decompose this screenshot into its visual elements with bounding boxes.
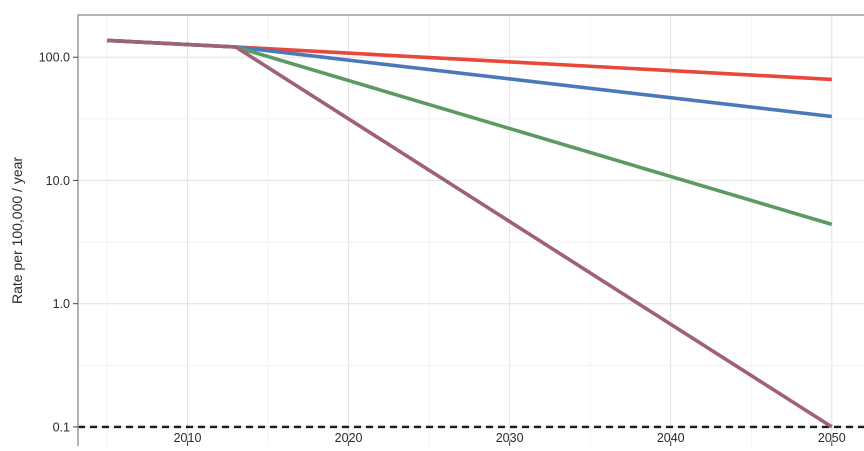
y-axis-title: Rate per 100,000 / year bbox=[9, 157, 25, 304]
series-line-2 bbox=[106, 38, 833, 119]
grid-lines bbox=[78, 15, 864, 446]
x-axis-ticks: 2010 2020 2030 2040 2050 bbox=[174, 431, 846, 446]
plot-panel-border bbox=[77, 14, 864, 449]
x-tick-label: 2030 bbox=[496, 431, 524, 445]
x-tick-label: 2020 bbox=[335, 431, 363, 445]
x-tick-label: 2010 bbox=[174, 431, 202, 445]
y-tick-label: 10.0 bbox=[46, 174, 70, 188]
x-tick-label: 2040 bbox=[657, 431, 685, 445]
y-axis-ticks: 0.1 1.0 10.0 100.0 bbox=[39, 51, 78, 434]
y-tick-label: 0.1 bbox=[53, 420, 70, 434]
y-tick-label: 100.0 bbox=[39, 51, 70, 65]
y-tick-label: 1.0 bbox=[53, 297, 70, 311]
series-lines bbox=[106, 38, 833, 429]
x-tick-label: 2050 bbox=[818, 431, 846, 445]
series-line-4 bbox=[106, 38, 833, 429]
